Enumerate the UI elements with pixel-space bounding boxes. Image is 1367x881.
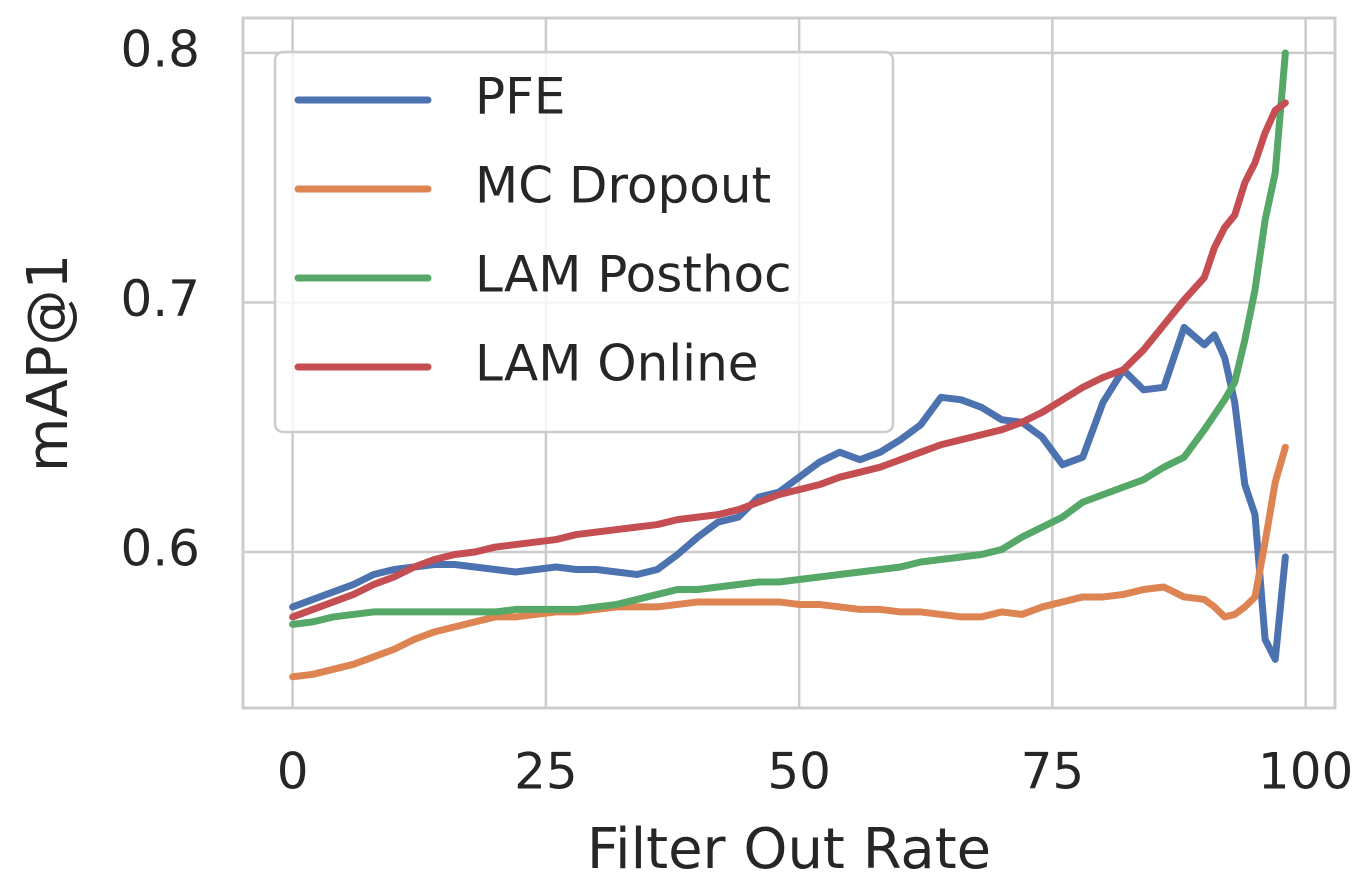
x-axis-label: Filter Out Rate	[587, 817, 991, 881]
x-tick-label: 75	[1021, 743, 1085, 801]
x-tick-label: 25	[514, 743, 578, 801]
series-line	[289, 443, 1289, 681]
x-tick-label: 100	[1258, 743, 1353, 801]
series-line	[289, 49, 1289, 628]
x-tick-label: 50	[767, 743, 831, 801]
y-axis-label: mAP@1	[16, 254, 81, 472]
y-tick-label: 0.6	[120, 520, 200, 578]
legend-box	[273, 50, 895, 434]
x-tick-label: 0	[277, 743, 309, 801]
y-tick-label: 0.8	[120, 20, 200, 78]
series-line	[289, 323, 1289, 663]
legend-label: LAM Online	[475, 335, 759, 393]
series-line	[289, 99, 1289, 621]
plot-frame	[241, 16, 1337, 710]
y-tick-label: 0.7	[120, 270, 200, 328]
legend-label: LAM Posthoc	[475, 246, 792, 304]
legend-label: MC Dropout	[475, 157, 771, 215]
legend-label: PFE	[475, 68, 566, 126]
